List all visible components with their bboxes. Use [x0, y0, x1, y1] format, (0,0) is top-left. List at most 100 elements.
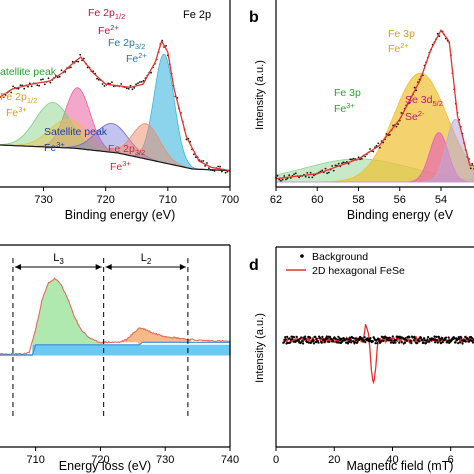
data-point-b [306, 172, 309, 174]
data-point-b [334, 164, 337, 167]
data-point-a [71, 60, 74, 63]
data-point-a [165, 45, 167, 47]
data-point-b [347, 162, 350, 165]
background-point [470, 339, 473, 342]
data-point-b [364, 155, 366, 158]
background-point [398, 341, 401, 344]
data-point-b [285, 178, 287, 181]
background-point [349, 339, 352, 342]
background-point [412, 339, 416, 342]
data-point-b [331, 165, 333, 167]
background-point [382, 339, 385, 342]
background-point [364, 341, 367, 344]
background-point [461, 342, 464, 345]
data-point-a [12, 85, 15, 88]
region-label-2: L2 [141, 252, 152, 266]
background-point [312, 342, 316, 345]
x-axis-b-tick-label: 60 [311, 194, 323, 206]
label-satellite-peak-fe3: Satellite peak [44, 126, 108, 138]
background-point [444, 336, 448, 339]
background-point [293, 336, 296, 339]
data-point-a [209, 169, 212, 171]
data-point-a [193, 153, 195, 156]
x-axis-d-tick-label: 40 [386, 454, 398, 466]
data-point-a [83, 57, 85, 60]
background-point [353, 341, 357, 344]
background-point [337, 335, 340, 338]
background-point [295, 335, 298, 338]
background-point [282, 341, 285, 344]
background-point [390, 339, 393, 342]
x-axis-b-tick-label: 56 [394, 194, 406, 206]
background-point [371, 340, 375, 343]
data-point-b [375, 144, 378, 147]
background-point [405, 339, 408, 342]
background-point [320, 341, 323, 344]
background-point [408, 336, 411, 339]
background-point [400, 340, 403, 344]
background-point [362, 339, 366, 342]
background-point [419, 336, 423, 339]
label-fe3p-b: Fe 3p [334, 87, 361, 99]
data-point-b [372, 150, 375, 153]
background-point [386, 338, 389, 341]
background-point [433, 335, 436, 338]
label-fe3-c: Fe3+ [110, 159, 131, 173]
data-point-a [127, 87, 130, 90]
background-point [421, 338, 424, 342]
data-point-b [304, 175, 307, 178]
background-point [352, 340, 355, 343]
background-line-a [0, 144, 231, 172]
x-axis-a-tick-label: 730 [34, 194, 52, 206]
background-point [376, 342, 379, 345]
background-point [323, 340, 326, 343]
data-point-b [278, 178, 281, 181]
data-point-a [131, 88, 134, 91]
background-point [286, 335, 289, 338]
background-point [363, 336, 366, 339]
data-point-b [436, 32, 439, 35]
background-point [302, 342, 305, 345]
background-point [297, 339, 300, 342]
panel-c: L3 L2 710 720 730 740 Energy loss (eV) [0, 244, 239, 473]
data-point-b [324, 167, 327, 170]
background-point [394, 341, 397, 344]
data-point-b [357, 156, 360, 159]
background-point [287, 337, 291, 340]
background-point [341, 339, 344, 342]
panel-a: 730 720 710 700 Binding energy (eV) Fe 2p F… [0, 0, 239, 222]
data-point-a [208, 167, 210, 170]
background-point [427, 336, 430, 339]
data-point-a [150, 71, 153, 74]
background-point [344, 339, 347, 342]
envelope-line-b [275, 28, 474, 180]
data-point-a [42, 78, 44, 81]
background-point [464, 340, 467, 343]
data-point-a [133, 87, 136, 89]
x-axis-c-tick-label: 740 [221, 454, 239, 466]
data-point-a [204, 165, 207, 167]
background-point [380, 340, 383, 343]
background-point [436, 341, 439, 344]
data-point-b [413, 86, 416, 89]
background-point [284, 338, 287, 341]
legend-marker-background [300, 254, 304, 258]
data-point-a [47, 77, 50, 80]
data-point-b [313, 174, 315, 177]
data-point-a [221, 170, 223, 173]
x-axis-a-tick-label: 700 [221, 194, 239, 206]
label-fe2-c: Fe2+ [388, 41, 409, 55]
background-point [410, 342, 413, 345]
data-point-a [97, 78, 100, 81]
background-point [300, 336, 303, 339]
data-point-b [293, 173, 295, 176]
background-point [439, 339, 442, 342]
l2-edge-area [113, 327, 192, 345]
data-point-b [469, 167, 472, 170]
background-point [328, 335, 332, 338]
background-point [414, 337, 417, 340]
background-point [435, 339, 439, 342]
background-point [422, 341, 425, 344]
background-point [348, 340, 351, 343]
corner-label-a: Fe 2p [183, 9, 211, 21]
